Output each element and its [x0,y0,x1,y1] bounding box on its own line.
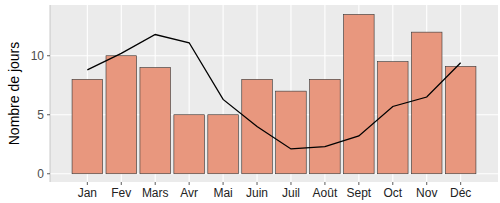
marks [72,14,476,173]
x-tick [290,182,291,185]
x-tick-label: Sept [347,186,372,200]
bar [106,56,137,174]
plot-panel [50,5,498,182]
x-tick [392,182,393,185]
x-tick-label: Juil [282,186,300,200]
x-tick-label: Déc [450,186,471,200]
x-tick [257,182,258,185]
bar [445,66,476,173]
y-tick-label: 0 [37,167,44,181]
x-tick [223,182,224,185]
y-tick-label: 5 [37,108,44,122]
x-tick-label: Oct [383,186,402,200]
x-tick [426,182,427,185]
x-tick [358,182,359,185]
chart-container: 0 5 10 Jan Fev Mars Avr Mai Juin Juil Août Sept Oct N… [0,0,500,203]
x-tick-label: Fev [111,186,131,200]
bar [174,115,205,174]
y-tick [47,173,50,174]
bar [378,62,409,174]
y-tick-label: 10 [31,49,45,63]
x-tick-label: Juin [246,186,268,200]
line [87,35,460,149]
x-tick [324,182,325,185]
y-axis-label: Nombre de jours [6,42,22,146]
x-tick-label: Avr [180,186,198,200]
x-tick-label: Nov [416,186,437,200]
x-tick [155,182,156,185]
bar [208,115,239,174]
x-tick-label: Mai [213,186,232,200]
bar [72,79,103,173]
bar [411,32,442,174]
x-tick-label: Août [313,186,338,200]
y-axis-line [50,5,51,182]
x-tick [189,182,190,185]
y-tick [47,114,50,115]
bar [310,79,341,173]
chart-svg: 0 5 10 Jan Fev Mars Avr Mai Juin Juil Août Sept Oct N… [0,0,500,203]
x-tick [87,182,88,185]
y-tick [47,55,50,56]
x-tick [121,182,122,185]
x-tick [460,182,461,185]
x-tick-label: Mars [142,186,169,200]
bar [276,91,307,174]
bar [344,14,375,173]
x-tick-label: Jan [78,186,97,200]
bar [140,68,171,174]
